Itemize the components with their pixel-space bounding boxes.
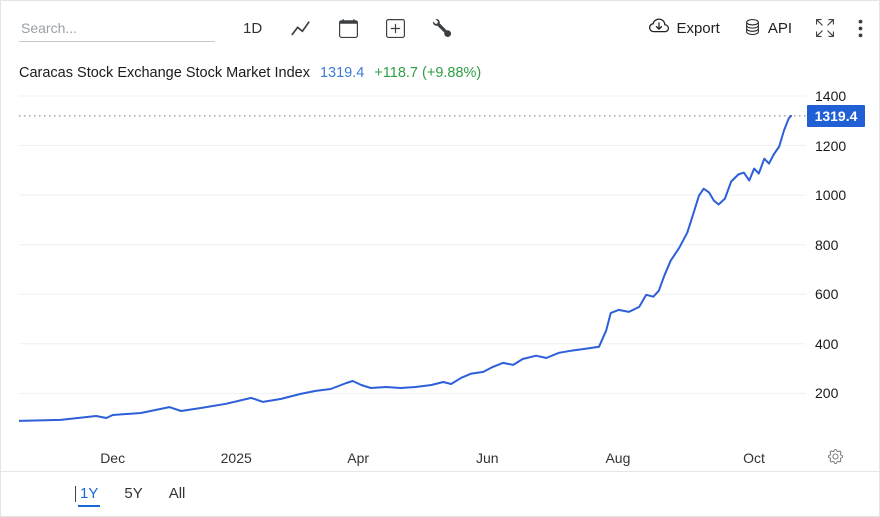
database-icon [744, 18, 761, 39]
y-axis-label: 200 [815, 385, 839, 402]
text-cursor [75, 486, 76, 502]
page-title: Caracas Stock Exchange Stock Market Inde… [19, 65, 310, 81]
x-axis-label: 2025 [220, 450, 252, 466]
wrench-icon [433, 19, 452, 37]
cloud-download-icon [649, 16, 670, 40]
y-axis-label: 1200 [815, 137, 847, 154]
y-axis-label: 1000 [815, 187, 847, 204]
more-menu-button[interactable] [858, 19, 863, 38]
y-axis-label: 1400 [815, 87, 847, 104]
index-change: +118.7 (+9.88%) [374, 65, 482, 81]
x-axis-label: Oct [743, 450, 765, 466]
x-axis-label: Apr [347, 450, 370, 466]
chart-header: Caracas Stock Exchange Stock Market Inde… [1, 55, 879, 81]
expand-icon [816, 19, 834, 37]
line-chart-icon [290, 19, 311, 38]
tab-5y[interactable]: 5Y [122, 482, 144, 507]
search-box [19, 14, 215, 42]
tab-all[interactable]: All [167, 482, 188, 507]
y-axis: 200 400 600 800 1000 1200 1400 [815, 87, 873, 443]
kebab-menu-icon [858, 19, 863, 38]
y-axis-label: 800 [815, 236, 839, 253]
export-button[interactable]: Export [649, 16, 720, 40]
fullscreen-button[interactable] [816, 19, 834, 37]
y-axis-label: 600 [815, 286, 839, 303]
plot-area [19, 91, 806, 443]
toolbar: 1D [1, 1, 879, 55]
chart-settings-button[interactable] [828, 449, 843, 467]
calendar-button[interactable] [339, 18, 359, 38]
last-price-tag: 1319.4 [807, 104, 865, 127]
x-axis-label: Aug [605, 450, 631, 466]
chart-svg[interactable] [19, 91, 806, 443]
calendar-icon [339, 18, 359, 38]
index-value: 1319.4 [319, 65, 365, 81]
tab-1y[interactable]: 1Y [78, 482, 101, 507]
x-axis-label: Jun [475, 450, 499, 466]
x-axis: Dec 2025 Apr Jun Aug Oct [19, 450, 806, 468]
api-label: API [767, 19, 792, 37]
tools-button[interactable] [433, 19, 452, 37]
range-tab-bar: 1Y 5Y All [1, 471, 879, 516]
y-axis-label: 400 [815, 335, 839, 352]
export-label: Export [676, 19, 720, 37]
x-axis-label: Dec [100, 450, 126, 466]
chart-type-button[interactable] [290, 19, 311, 38]
add-indicator-button[interactable] [386, 18, 406, 38]
gear-icon [828, 449, 843, 467]
search-input[interactable] [19, 14, 215, 42]
interval-button[interactable]: 1D [243, 19, 263, 37]
api-button[interactable]: API [744, 18, 792, 39]
plus-square-icon [386, 18, 406, 38]
